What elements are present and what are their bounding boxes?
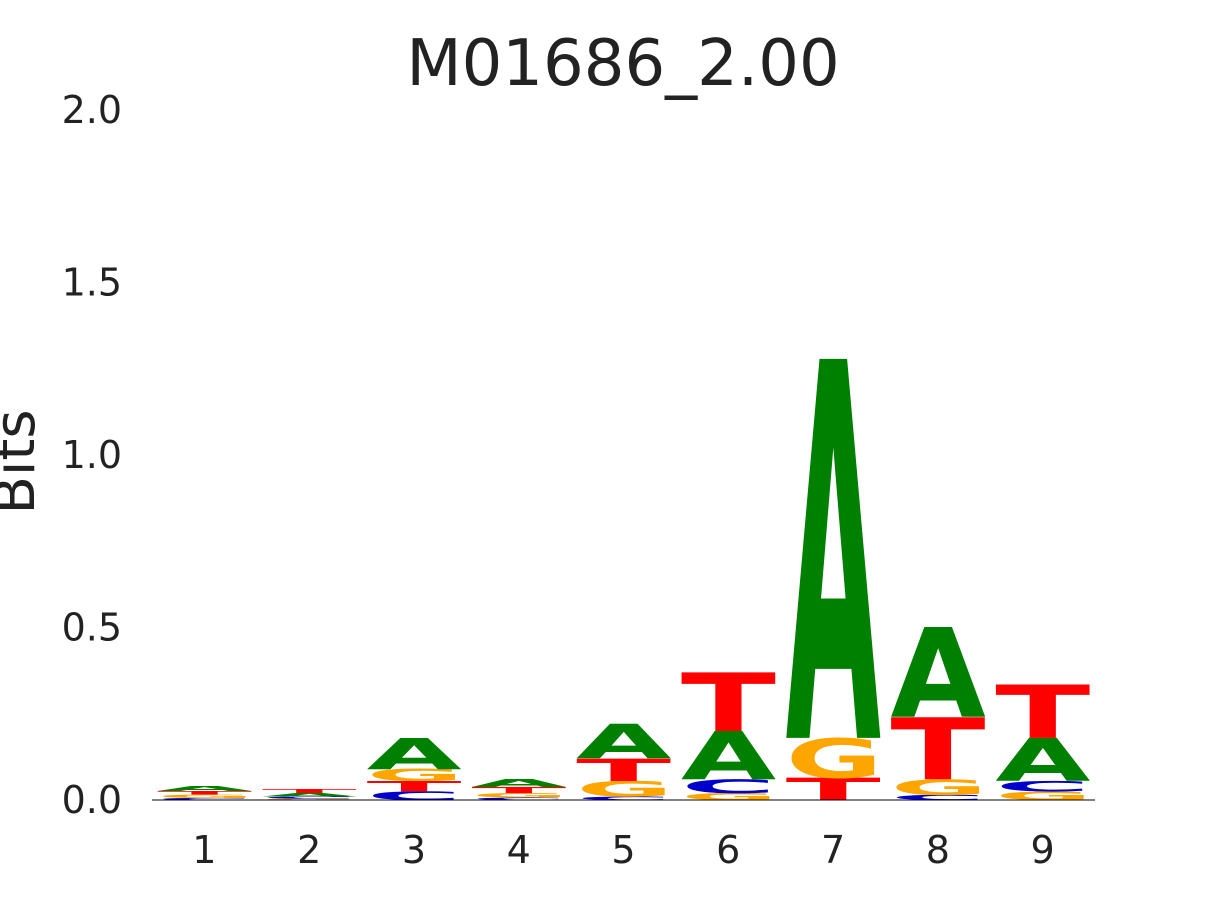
- logo-letter-A: A: [367, 730, 462, 779]
- x-tick-label: 1: [192, 828, 216, 872]
- logo-letter-T: T: [262, 788, 357, 795]
- y-tick-label: 0.0: [62, 778, 122, 822]
- y-tick-label: 1.0: [62, 433, 122, 477]
- x-tick-label: 7: [821, 828, 845, 872]
- logo-letter-A: A: [262, 792, 357, 798]
- y-tick-label: 2.0: [62, 88, 122, 132]
- y-tick-label: 1.5: [62, 261, 122, 305]
- logo-letter-G: G: [262, 798, 359, 800]
- x-tick-label: 4: [507, 828, 531, 872]
- logo-letter-G: G: [890, 775, 987, 800]
- logo-letter-G: G: [681, 791, 778, 802]
- y-axis-ticks: 0.0 0.5 1.0 1.5 2.0: [62, 88, 122, 822]
- logo-letter-C: C: [262, 796, 357, 799]
- x-tick-label: 5: [611, 828, 635, 872]
- logo-letter-C: C: [157, 797, 252, 800]
- logo-letter-C: C: [890, 793, 985, 801]
- logo-letter-T: T: [157, 790, 252, 796]
- logo-letter-T: T: [576, 752, 671, 788]
- logo-letter-G: G: [157, 794, 254, 800]
- logo-letter-T: T: [681, 656, 776, 750]
- x-tick-label: 3: [402, 828, 426, 872]
- logo-letter-T: T: [367, 778, 463, 794]
- y-axis-label: Bits: [0, 409, 48, 514]
- logo-letter-C: C: [995, 778, 1090, 795]
- x-tick-label: 9: [1031, 828, 1055, 872]
- logo-letter-A: A: [890, 604, 985, 747]
- logo-letter-G: G: [576, 777, 673, 802]
- logo-letter-C: C: [367, 789, 462, 803]
- logo-letter-T: T: [786, 771, 881, 807]
- logo-letter-A: A: [157, 785, 253, 793]
- logo-letter-G: G: [786, 727, 883, 791]
- logo-letter-A: A: [681, 718, 776, 795]
- logo-letter-A: A: [576, 714, 671, 769]
- logo-letter-G: G: [995, 789, 1092, 803]
- logo-letter-A: A: [471, 777, 567, 789]
- x-axis-ticks: 1 2 3 4 5 6 7 8 9: [192, 828, 1054, 872]
- logo-letter-C: C: [681, 776, 776, 798]
- x-tick-label: 2: [297, 828, 321, 872]
- logo-letter-G: G: [471, 792, 568, 799]
- logo-letter-T: T: [890, 701, 985, 800]
- logo-letter-G: G: [367, 766, 464, 785]
- x-tick-label: 8: [926, 828, 950, 872]
- y-tick-label: 0.5: [62, 606, 122, 650]
- logo-letter-T: T: [995, 671, 1090, 756]
- logo-letter-C: C: [576, 796, 671, 802]
- logo-letter-A: A: [995, 726, 1091, 795]
- logo-letter-T: T: [471, 785, 566, 795]
- logo-letter-C: C: [471, 797, 566, 801]
- logo-letter-A: A: [786, 256, 882, 862]
- chart-title: M01686_2.00: [406, 27, 839, 101]
- x-tick-label: 6: [716, 828, 740, 872]
